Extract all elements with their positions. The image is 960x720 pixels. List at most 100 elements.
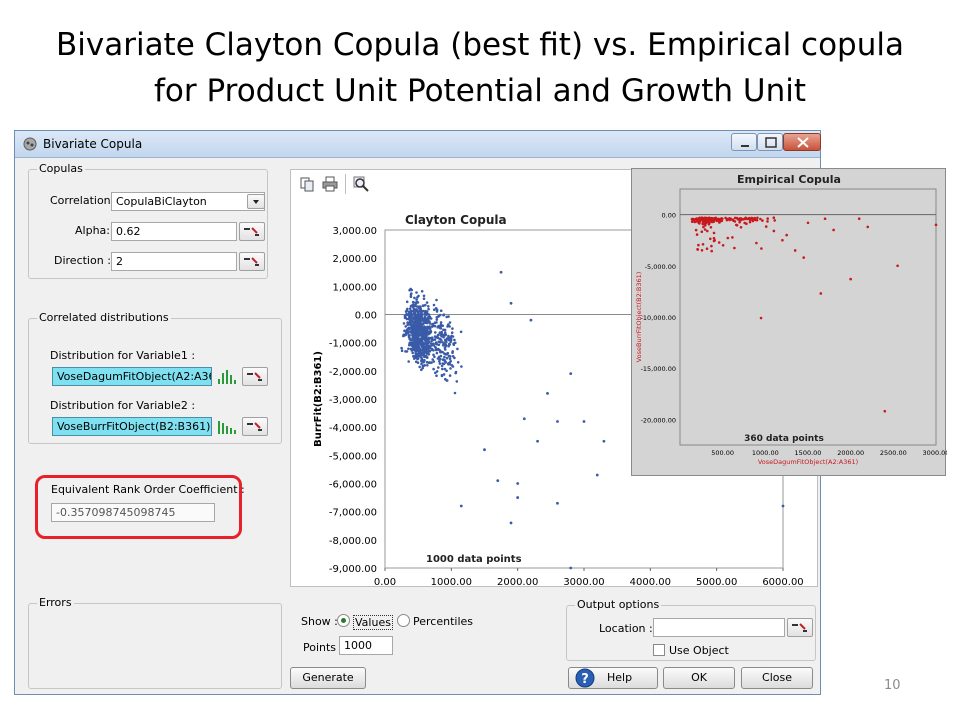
scatter-point: [411, 342, 414, 345]
x-tick-label: 2000.00: [497, 577, 538, 588]
scatter-point: [695, 220, 698, 223]
scatter-point: [416, 301, 420, 304]
y-tick-label: 2,000.00: [332, 254, 377, 265]
alpha-input[interactable]: 0.62: [111, 222, 237, 241]
variable1-reference-button[interactable]: [242, 367, 268, 386]
use-object-checkbox[interactable]: [653, 644, 665, 656]
scatter-point: [423, 342, 427, 345]
scatter-point: [448, 321, 452, 324]
x-tick-label: 500.00: [711, 449, 734, 457]
scatter-point: [446, 351, 450, 355]
window-titlebar[interactable]: Bivariate Copula: [15, 131, 821, 158]
scatter-point: [710, 244, 713, 248]
direction-input[interactable]: 2: [111, 252, 237, 271]
ok-button[interactable]: OK: [663, 667, 735, 689]
scatter-point: [755, 218, 759, 222]
percentiles-radio-label[interactable]: Percentiles: [413, 615, 474, 628]
minimize-button[interactable]: [731, 133, 757, 151]
alpha-reference-button[interactable]: [239, 222, 265, 241]
scatter-point: [427, 305, 430, 308]
scatter-point: [444, 353, 448, 356]
scatter-point: [415, 328, 419, 332]
location-reference-button[interactable]: [787, 618, 813, 637]
data-count-annotation: 1000 data points: [426, 554, 522, 565]
scatter-point: [739, 226, 743, 229]
print-button[interactable]: [321, 176, 339, 192]
scatter-point: [414, 346, 417, 350]
scatter-point: [417, 355, 421, 358]
scatter-point: [434, 331, 437, 334]
correlation-dropdown-button[interactable]: [247, 194, 265, 209]
y-tick-label: -9,000.00: [329, 564, 377, 575]
scatter-point: [422, 294, 426, 298]
location-input[interactable]: [653, 618, 785, 637]
alpha-label: Alpha:: [75, 224, 110, 237]
zoom-button[interactable]: [353, 176, 371, 192]
direction-reference-button[interactable]: [239, 252, 265, 271]
scatter-point: [438, 337, 441, 341]
scatter-point: [729, 217, 733, 221]
scatter-point: [443, 359, 446, 362]
scatter-point: [417, 345, 421, 349]
generate-button[interactable]: Generate: [290, 667, 366, 689]
correlation-select[interactable]: CopulaBiClayton: [111, 192, 265, 211]
scatter-point: [420, 345, 424, 349]
scatter-point: [766, 217, 769, 220]
variable2-distribution-input[interactable]: VoseBurrFitObject(B2:B361): [52, 417, 212, 436]
scatter-point: [496, 479, 500, 483]
scatter-point: [439, 321, 443, 324]
slide-title-line2: for Product Unit Potential and Growth Un…: [154, 73, 806, 109]
scatter-point: [405, 309, 409, 312]
scatter-point: [781, 504, 785, 508]
scatter-point: [431, 342, 435, 346]
distribution-chart-icon[interactable]: [216, 367, 240, 386]
scatter-point: [407, 360, 410, 363]
scatter-point: [747, 217, 750, 220]
scatter-point: [419, 307, 422, 310]
scatter-point: [724, 216, 727, 220]
scatter-point: [806, 221, 810, 225]
copy-button[interactable]: [299, 176, 317, 192]
scatter-point: [725, 218, 729, 222]
scatter-point: [448, 325, 451, 328]
scatter-point: [432, 303, 436, 307]
scatter-point: [741, 218, 744, 221]
scatter-point: [439, 309, 443, 312]
scatter-point: [433, 355, 436, 359]
variable2-reference-button[interactable]: [242, 417, 268, 436]
scatter-point: [569, 566, 573, 570]
scatter-point: [454, 371, 457, 375]
scatter-point: [413, 296, 416, 300]
variable1-distribution-input[interactable]: VoseDagumFitObject(A2:A361): [52, 367, 212, 386]
close-button[interactable]: Close: [741, 667, 813, 689]
scatter-point: [408, 330, 412, 334]
scatter-point: [413, 342, 417, 346]
scatter-point: [418, 323, 422, 327]
percentiles-radio[interactable]: [397, 614, 410, 627]
scatter-point: [697, 221, 700, 224]
scatter-point: [417, 340, 420, 343]
show-label: Show :: [301, 615, 338, 628]
distribution-chart-icon[interactable]: [216, 417, 240, 436]
scatter-point: [428, 327, 432, 331]
values-radio-label[interactable]: Values: [353, 615, 393, 630]
scatter-point: [700, 249, 704, 252]
scatter-point: [602, 439, 606, 443]
scatter-point: [694, 228, 698, 232]
help-button[interactable]: ? Help: [568, 667, 658, 689]
scatter-point: [446, 325, 449, 328]
scatter-point: [819, 292, 823, 295]
scatter-point: [407, 347, 410, 351]
points-label: Points :: [303, 641, 344, 654]
values-radio[interactable]: [337, 614, 350, 627]
maximize-button[interactable]: [757, 133, 783, 151]
scatter-point: [435, 351, 439, 355]
scatter-point: [406, 330, 410, 334]
close-window-button[interactable]: [783, 133, 821, 151]
scatter-point: [411, 300, 415, 304]
points-input[interactable]: 1000: [339, 636, 393, 655]
toolbar-divider: [345, 174, 346, 194]
scatter-point: [738, 220, 741, 224]
scatter-point: [424, 347, 427, 351]
use-object-label[interactable]: Use Object: [669, 644, 729, 657]
